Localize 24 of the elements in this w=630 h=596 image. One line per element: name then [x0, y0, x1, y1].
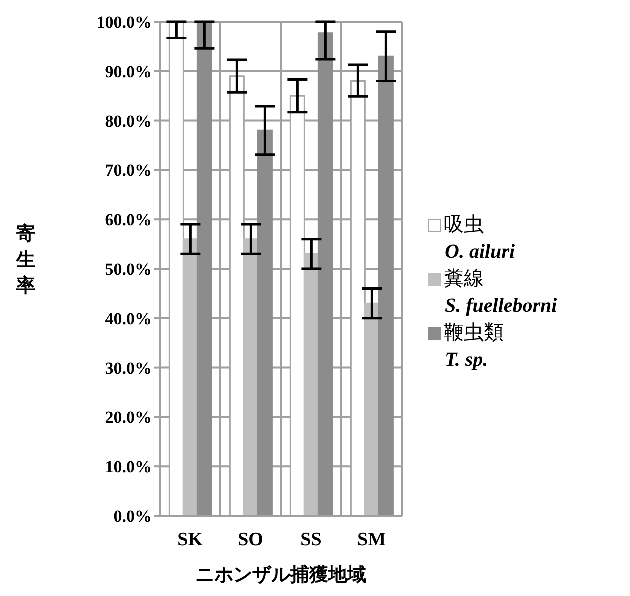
x-tick-label: SK	[178, 529, 204, 550]
y-tick-label: 100.0%	[96, 13, 152, 32]
x-tick-label: SM	[358, 529, 386, 550]
bar	[318, 32, 334, 516]
y-tick-label: 70.0%	[105, 161, 152, 180]
x-tick-label: SS	[300, 529, 322, 550]
bar	[378, 56, 394, 516]
y-axis-title: 寄生率	[15, 222, 36, 299]
y-tick-label: 20.0%	[105, 408, 152, 428]
legend-label: 鞭虫類 T. sp.	[444, 321, 505, 373]
bar	[196, 22, 212, 516]
y-tick-label: 90.0%	[105, 62, 152, 82]
bar	[257, 130, 273, 516]
y-tick-label: 0.0%	[114, 507, 152, 526]
y-tick-label: 10.0%	[105, 458, 152, 477]
x-tick-label: SO	[238, 529, 264, 550]
y-tick-label: 40.0%	[105, 309, 152, 328]
legend-label: 糞線 S. fuelleborni	[444, 267, 558, 319]
x-axis-title: ニホンザル捕獲地域	[194, 564, 368, 588]
legend-label: 吸虫 O. ailuri	[444, 213, 516, 265]
y-tick-label: 60.0%	[105, 210, 152, 230]
y-tick-label: 80.0%	[105, 112, 152, 131]
y-tick-label: 30.0%	[105, 358, 152, 378]
y-tick-label: 50.0%	[105, 260, 152, 280]
